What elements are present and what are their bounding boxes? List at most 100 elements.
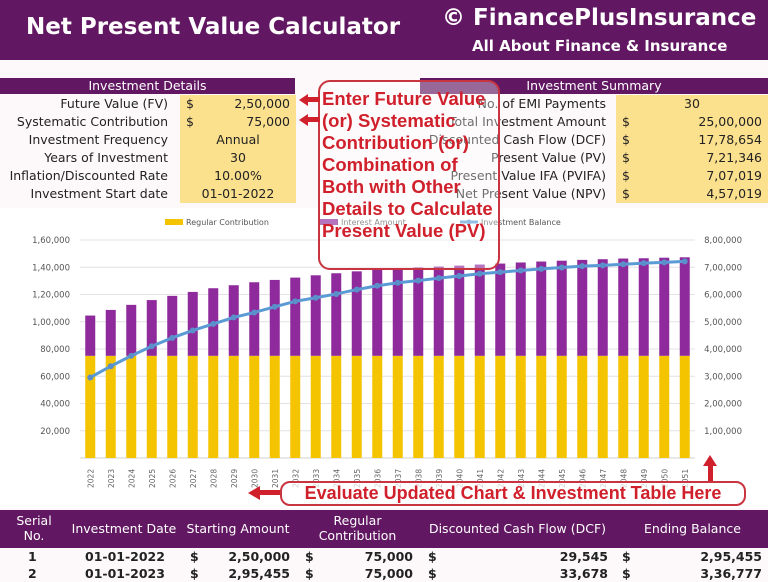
bar-regular-contribution: [85, 355, 96, 458]
value-text: 30: [684, 96, 700, 111]
bar-interest-amount: [577, 259, 588, 356]
x-axis-tick: 2026: [168, 469, 177, 488]
bar-regular-contribution: [659, 355, 670, 458]
balance-point: [210, 320, 217, 327]
field-value[interactable]: Annual: [180, 131, 296, 149]
evaluate-callout: Evaluate Updated Chart & Investment Tabl…: [280, 481, 746, 506]
bar-interest-amount: [310, 275, 321, 356]
bar-interest-amount: [290, 277, 301, 356]
field-value[interactable]: 10.00%: [180, 167, 296, 185]
investment-chart: 20,000 40,000 60,000 80,000 1,00,000 1,20,000…: [0, 208, 768, 508]
x-axis-tick: 2051: [681, 469, 690, 488]
bar-regular-contribution: [249, 355, 260, 458]
value-text: 4,57,019: [706, 186, 762, 201]
balance-point: [87, 374, 94, 381]
balance-point: [107, 363, 114, 370]
bar-interest-amount: [618, 258, 629, 356]
field-value: $25,00,000: [616, 113, 768, 131]
detail-row: Systematic Contribution $75,000: [0, 113, 768, 131]
bar-interest-amount: [228, 285, 239, 356]
table-row: 2 01-01-2023 $2,95,455 $75,000 $33,678 $3,36,…: [0, 565, 768, 582]
field-label: Future Value (FV): [60, 96, 168, 111]
bar-regular-contribution: [105, 355, 116, 458]
bar-regular-contribution: [208, 355, 219, 458]
x-axis-tick: 2046: [578, 469, 587, 488]
left-axis-tick: 1,40,000: [32, 263, 70, 273]
balance-point: [558, 264, 565, 271]
field-value[interactable]: $75,000: [180, 113, 296, 131]
detail-row: No. of EMI Payments 30: [0, 95, 768, 113]
arrow-to-fv: [308, 97, 320, 102]
currency-symbol: $: [428, 549, 437, 564]
value-text: 7,07,019: [706, 168, 762, 183]
bar-regular-contribution: [167, 355, 178, 458]
ending-balance-cell: 3,36,777: [700, 566, 762, 581]
field-label: Investment Start date: [30, 186, 168, 201]
brand-name: © FinancePlusInsurance: [442, 5, 757, 31]
x-axis-tick: 2047: [599, 469, 608, 488]
dcf-cell: 29,545: [559, 549, 608, 564]
left-axis-tick: 40,000: [40, 400, 70, 410]
starting-amount-cell: 2,95,455: [228, 566, 290, 581]
balance-point: [169, 334, 176, 341]
value-text: 17,78,654: [698, 132, 762, 147]
investment-summary-heading: Investment Summary: [420, 78, 768, 94]
bar-regular-contribution: [126, 355, 137, 458]
balance-point: [189, 327, 196, 334]
bar-interest-amount: [638, 258, 649, 356]
detail-row: Future Value (FV) $2,50,000: [0, 95, 768, 113]
bar-interest-amount: [85, 315, 96, 356]
field-label: Present Value (PV): [490, 150, 606, 165]
value-text: 25,00,000: [698, 114, 762, 129]
balance-point: [456, 272, 463, 279]
bar-interest-amount: [167, 295, 178, 356]
field-value[interactable]: 01-01-2022: [180, 185, 296, 203]
bar-interest-amount: [536, 261, 547, 356]
arrow-to-contribution: [308, 117, 320, 122]
bar-regular-contribution: [413, 355, 424, 458]
bar-regular-contribution: [597, 355, 608, 458]
x-axis-tick: 2038: [414, 469, 423, 488]
bar-regular-contribution: [474, 355, 485, 458]
x-axis-tick: 2045: [558, 469, 567, 488]
field-value[interactable]: 30: [180, 149, 296, 167]
field-value[interactable]: $2,50,000: [180, 95, 296, 113]
left-axis-tick: 1,00,000: [32, 318, 70, 328]
contribution-cell: 75,000: [364, 566, 413, 581]
x-axis-tick: 2030: [250, 469, 259, 488]
field-label: Systematic Contribution: [16, 114, 168, 129]
col-ending-balance: Ending Balance: [644, 521, 741, 536]
field-label: No. of EMI Payments: [477, 96, 606, 111]
bar-regular-contribution: [679, 355, 690, 458]
balance-point: [374, 282, 381, 289]
value-text: 2,50,000: [234, 96, 290, 111]
balance-point: [435, 275, 442, 282]
bar-regular-contribution: [146, 355, 157, 458]
bar-interest-amount: [126, 304, 137, 356]
table-row: 1 01-01-2022 $2,50,000 $75,000 $29,545 $2,95,…: [0, 548, 768, 565]
currency-symbol: $: [622, 168, 630, 183]
ending-balance-cell: 2,95,455: [700, 549, 762, 564]
header-banner: Net Present Value Calculator © FinancePl…: [0, 0, 768, 60]
currency-symbol: $: [305, 566, 314, 581]
x-axis-tick: 2041: [476, 469, 485, 488]
bar-interest-amount: [556, 260, 567, 356]
col-regular-contribution: Regular Contribution: [318, 513, 397, 543]
bar-interest-amount: [372, 269, 383, 356]
bar-interest-amount: [474, 264, 485, 356]
currency-symbol: $: [190, 566, 199, 581]
instruction-callout: Enter Future Value (or) Systematic Contr…: [318, 80, 500, 270]
currency-symbol: $: [622, 186, 630, 201]
dcf-cell: 33,678: [559, 566, 608, 581]
x-axis-tick: 2024: [127, 469, 136, 488]
line-investment-balance: [89, 259, 685, 379]
bar-regular-contribution: [331, 355, 342, 458]
x-axis-tick: 2033: [312, 469, 321, 488]
right-axis-tick: 3,00,000: [704, 372, 742, 382]
left-axis-tick: 1,20,000: [32, 291, 70, 301]
balance-point: [640, 260, 647, 267]
currency-symbol: $: [186, 114, 194, 129]
detail-row: Inflation/Discounted Rate 10.00%: [0, 167, 768, 185]
detail-row: Discounted Cash Flow (DCF) $17,78,654: [0, 131, 768, 149]
bar-regular-contribution: [392, 355, 403, 458]
